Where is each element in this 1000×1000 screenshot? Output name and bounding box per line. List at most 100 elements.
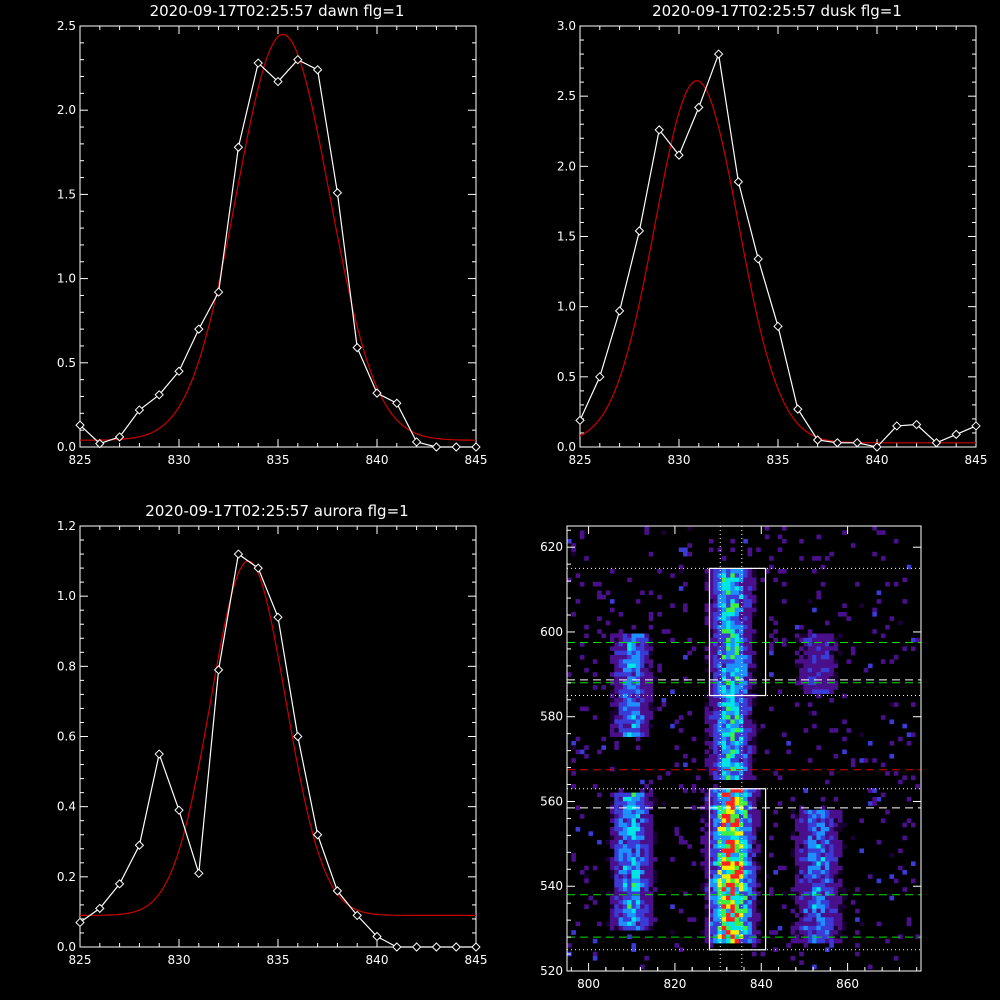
- heatmap-cell: [739, 672, 744, 677]
- heatmap-cell: [622, 663, 628, 669]
- heatmap-cell: [687, 650, 692, 656]
- heatmap-cell: [751, 848, 757, 854]
- heatmap-cell: [640, 667, 645, 673]
- heatmap-cell: [627, 805, 632, 811]
- heatmap-cell: [807, 839, 813, 845]
- heatmap-cell: [713, 685, 718, 690]
- heatmap-cell: [622, 852, 628, 858]
- heatmap-cell: [622, 655, 628, 660]
- aurora-ytick-label: 0.6: [57, 730, 76, 744]
- heatmap-cell: [730, 913, 735, 918]
- heatmap-cell: [880, 818, 886, 823]
- heatmap-cell: [825, 891, 830, 897]
- heatmap-cell: [751, 685, 757, 690]
- heatmap-cell: [868, 801, 873, 806]
- heatmap-cell: [631, 655, 637, 660]
- heatmap-cell: [739, 900, 744, 905]
- heatmap-cell: [704, 878, 710, 884]
- heatmap-cell: [640, 921, 645, 927]
- heatmap-cell: [751, 573, 757, 578]
- heatmap-cell: [825, 908, 830, 914]
- heatmap-cell: [644, 891, 649, 897]
- heatmap-cell: [721, 633, 727, 639]
- heatmap-cell: [614, 676, 619, 682]
- heatmap-cell: [657, 569, 662, 574]
- dawn-data-point: [392, 398, 402, 408]
- heatmap-cell: [653, 676, 658, 682]
- heatmap-cell: [726, 775, 731, 780]
- heatmap-cell: [687, 710, 692, 716]
- heatmap-cell: [760, 951, 766, 957]
- heatmap-cell: [721, 938, 727, 944]
- heatmap-cell: [691, 788, 697, 793]
- heatmap-cell: [751, 736, 757, 742]
- heatmap-cell: [751, 655, 757, 660]
- heatmap-cell: [837, 878, 843, 884]
- heatmap-cell: [807, 827, 813, 832]
- heatmap-cell: [713, 741, 718, 746]
- heatmap-cell: [644, 852, 649, 858]
- heatmap-cell: [631, 676, 637, 682]
- heatmap-cell: [627, 680, 632, 686]
- heatmap-cell: [717, 745, 723, 750]
- heatmap-cell: [721, 689, 727, 694]
- heatmap-cell: [825, 556, 830, 561]
- heatmap-cell: [708, 900, 714, 905]
- heatmap-cell: [627, 667, 632, 673]
- heatmap-cell: [739, 728, 744, 733]
- heatmap-cell: [730, 629, 735, 634]
- heatmap-cell: [816, 874, 821, 879]
- heatmap-cell: [726, 925, 731, 931]
- heatmap-cell: [751, 930, 757, 935]
- heatmap-cell: [648, 870, 654, 875]
- heatmap-cell: [635, 852, 641, 858]
- heatmap-cell: [721, 620, 727, 626]
- heatmap-cell: [640, 685, 645, 690]
- heatmap-cell: [747, 938, 753, 944]
- heatmap-cell: [717, 835, 723, 841]
- aurora-ytick-label: 1.2: [57, 519, 76, 533]
- heatmap-cell: [713, 784, 718, 789]
- heatmap-cell: [837, 814, 843, 819]
- heatmap-cell: [769, 564, 774, 570]
- heatmap-cell: [627, 913, 632, 918]
- heatmap-cell: [708, 753, 714, 759]
- heatmap-cell: [713, 745, 718, 750]
- heatmap-cell: [734, 766, 740, 772]
- heatmap-cell: [739, 753, 744, 759]
- heatmap-cell: [730, 891, 735, 897]
- heatmap-cell: [648, 878, 654, 884]
- heatmap-cell: [915, 784, 920, 789]
- heatmap-cell: [734, 852, 740, 858]
- heatmap-cell: [820, 891, 826, 897]
- heatmap-cell: [803, 913, 809, 918]
- heatmap-cell: [739, 586, 744, 591]
- heatmap-cell: [640, 805, 645, 811]
- heatmap-overlays: [567, 526, 921, 971]
- heatmap-cell: [622, 921, 628, 927]
- heatmap-cell: [734, 594, 740, 600]
- heatmap-cell: [721, 801, 727, 806]
- heatmap-cell: [820, 650, 826, 656]
- heatmap-cell: [730, 925, 735, 931]
- heatmap-cell: [713, 646, 718, 651]
- heatmap-cell: [911, 732, 916, 737]
- heatmap-cell: [648, 831, 654, 836]
- heatmap-cell: [799, 818, 804, 823]
- heatmap-cell: [644, 848, 649, 854]
- heatmap-cell: [605, 620, 611, 626]
- heatmap-cell: [855, 908, 860, 914]
- heatmap-cell: [739, 629, 744, 634]
- heatmap-cell: [726, 586, 731, 591]
- heatmap-cell: [739, 577, 744, 583]
- heatmap-cell: [704, 861, 710, 866]
- heatmap-cell: [635, 848, 641, 854]
- heatmap-cell: [627, 710, 632, 716]
- heatmap-cell: [743, 667, 748, 673]
- heatmap-xtick-label: 860: [836, 977, 859, 991]
- heatmap-cell: [635, 870, 641, 875]
- heatmap-cell: [889, 719, 895, 725]
- heatmap-cell: [614, 702, 619, 707]
- heatmap-cell: [601, 594, 606, 600]
- heatmap-cell: [640, 779, 645, 785]
